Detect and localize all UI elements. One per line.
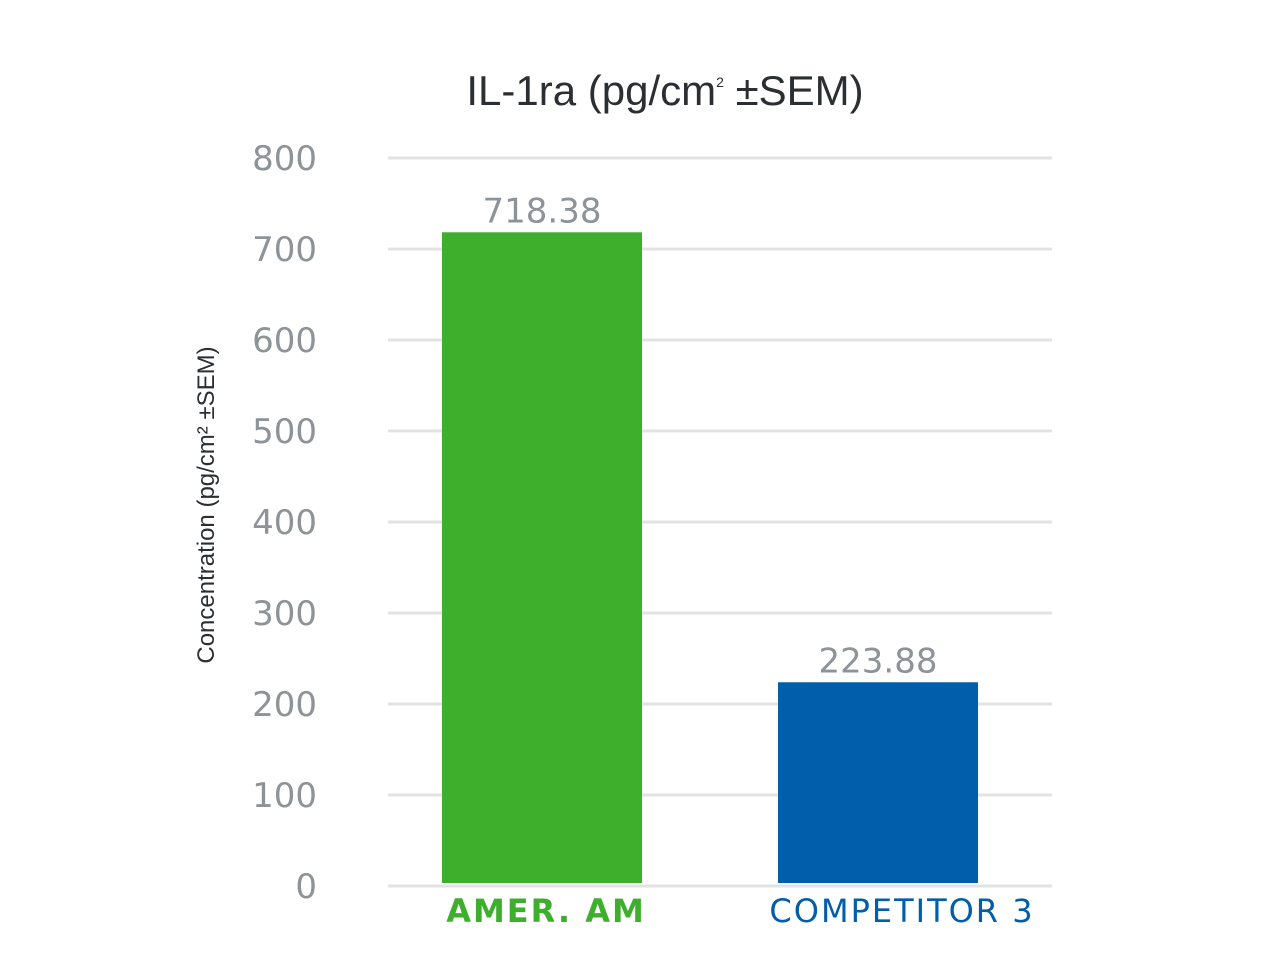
category-label-competitor-3: COMPETITOR 3 (769, 892, 1034, 930)
category-label-amer-am: AMER. AM (446, 892, 646, 930)
y-tick-label-300: 300 (252, 594, 317, 634)
chart-title-tail: ±SEM) (724, 67, 864, 114)
bar-amer-am (442, 232, 642, 884)
bars (442, 232, 978, 884)
category-labels: AMER. AM COMPETITOR 3 (446, 892, 1034, 930)
data-label-amer-am: 718.38 (483, 191, 602, 231)
y-tick-labels: 0 100 200 300 400 500 600 700 800 (252, 139, 317, 907)
data-labels: 718.38 223.88 (483, 191, 938, 681)
bar-competitor-3 (778, 682, 978, 883)
y-tick-label-700: 700 (252, 230, 317, 270)
y-tick-label-500: 500 (252, 412, 317, 452)
y-tick-label-0: 0 (295, 867, 317, 907)
y-axis-label: Concentration (pg/cm² ±SEM) (193, 346, 220, 663)
chart-title-main: IL-1ra (pg/cm (466, 67, 716, 114)
y-tick-label-200: 200 (252, 685, 317, 725)
data-label-competitor-3: 223.88 (819, 641, 938, 681)
chart-title: IL-1ra (pg/cm2 ±SEM) (466, 67, 863, 114)
y-tick-label-400: 400 (252, 503, 317, 543)
y-tick-label-800: 800 (252, 139, 317, 179)
chart-title-superscript: 2 (716, 74, 724, 90)
y-tick-label-100: 100 (252, 776, 317, 816)
y-tick-label-600: 600 (252, 321, 317, 361)
